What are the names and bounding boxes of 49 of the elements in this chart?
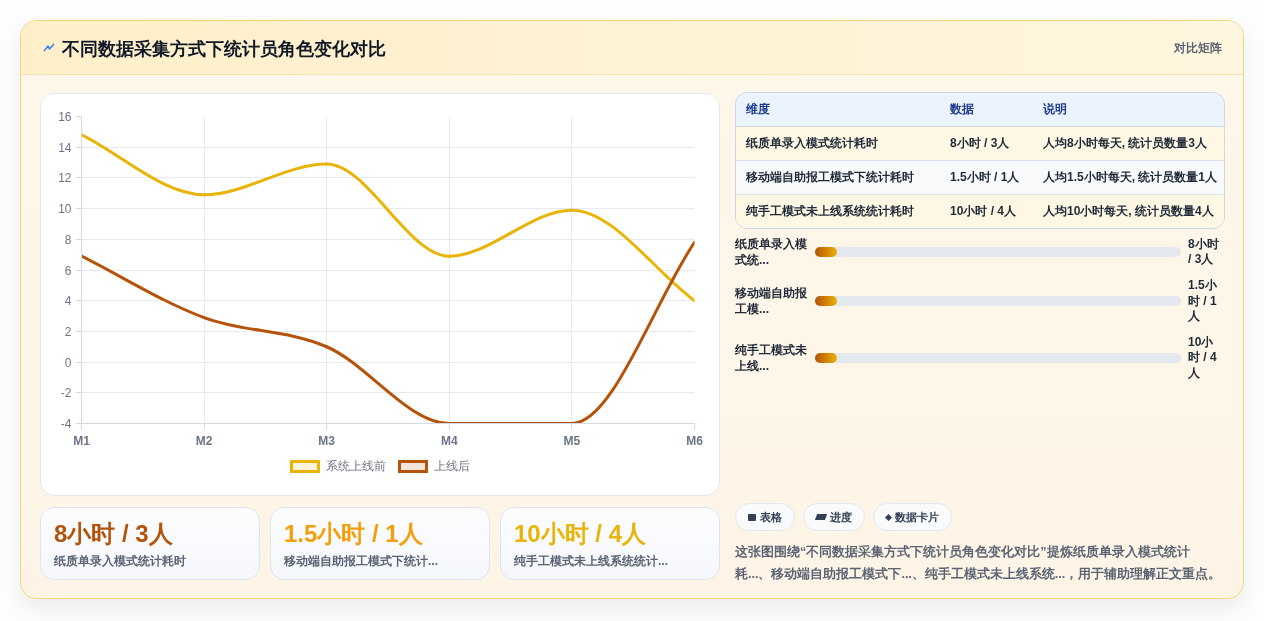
- category-label: 纯手工模式未上线...: [735, 341, 808, 374]
- category-label: 维度: [736, 93, 940, 127]
- y-tick-label: 16: [58, 110, 72, 124]
- x-tick-label: M1: [73, 433, 91, 448]
- legend-label: 系统上线前: [326, 458, 386, 474]
- text: 8小时 / 3人: [1188, 236, 1219, 266]
- y-tick-label: 8: [64, 232, 72, 247]
- category-label: 移动端自助报工模式下统计...: [284, 553, 439, 569]
- y-tick-label: 4: [64, 294, 72, 309]
- x-tick-label: M4: [440, 433, 458, 448]
- text: 1.5小时 / 1人: [950, 170, 1020, 184]
- category-label: 说明: [1033, 93, 1224, 127]
- x-tick-label: M6: [686, 433, 704, 448]
- category-label: 进度: [830, 509, 852, 525]
- text: 人均10小时每天, 统计员数量4人: [1043, 204, 1214, 218]
- text: 纯手工模式未上线系统统计耗时: [746, 204, 914, 218]
- text: 人均1.5小时每天, 统计员数量1人: [1043, 170, 1218, 184]
- text: 10小时 / 4人: [950, 204, 1017, 218]
- text: 10小时 / 4人: [1188, 334, 1217, 380]
- category-label: 数据卡片: [895, 509, 939, 525]
- text: 对比矩阵: [1174, 41, 1222, 55]
- text: 1.5小时 / 1人: [284, 520, 423, 547]
- x-tick-label: M3: [318, 433, 336, 448]
- category-label: 纸质单录入模式统...: [735, 236, 808, 268]
- text: 10小时 / 4人: [514, 520, 647, 547]
- y-tick-label: 12: [58, 171, 72, 186]
- text: 纸质单录入模式统计耗时: [746, 136, 878, 150]
- text: 人均8小时每天, 统计员数量3人: [1043, 136, 1208, 150]
- category-label: 表格: [760, 509, 782, 525]
- y-tick-label: 10: [58, 202, 72, 217]
- y-tick-label: -2: [60, 386, 72, 401]
- y-tick-label: 6: [64, 263, 72, 278]
- chart-title: 不同数据采集方式下统计员角色变化对比: [62, 38, 386, 60]
- legend-label: 上线后: [434, 458, 470, 474]
- x-tick-label: M5: [563, 433, 581, 448]
- y-tick-label: 0: [64, 355, 72, 370]
- text: 移动端自助报工模式下统计耗时: [746, 170, 914, 184]
- text: 这张图围绕“不同数据采集方式下统计员角色变化对比”提炼纸质单录入模式统计耗...、移动端自助报工模式下...、纯手工模式未上线系统...，用于辅助理解正文重点。: [735, 543, 1223, 583]
- y-tick-label: 2: [64, 324, 72, 339]
- y-tick-label: -4: [60, 417, 72, 431]
- category-label: 纸质单录入模式统计耗时: [54, 553, 187, 569]
- text: 1.5小时 / 1人: [1188, 278, 1217, 323]
- category-label: 数据: [940, 93, 1033, 127]
- category-label: 纯手工模式未上线系统统计...: [514, 553, 669, 569]
- y-tick-label: 14: [58, 140, 72, 155]
- x-tick-label: M2: [195, 433, 213, 448]
- text: 8小时 / 3人: [54, 520, 173, 547]
- category-label: 移动端自助报工模...: [735, 285, 808, 318]
- text: 8小时 / 3人: [950, 136, 1010, 150]
